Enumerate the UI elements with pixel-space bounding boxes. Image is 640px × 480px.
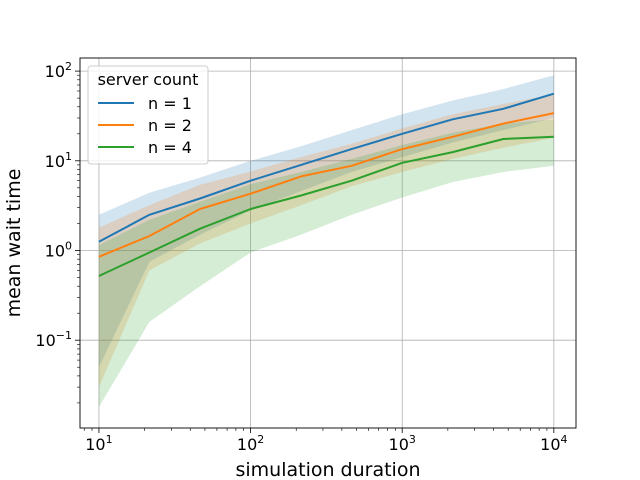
series-line-1 <box>98 92 555 243</box>
series-band-2 <box>98 94 554 388</box>
plot-frame <box>79 57 577 429</box>
legend-label-1: n = 1 <box>148 94 192 113</box>
legend: server count n = 1 n = 2 n = 4 <box>87 65 209 165</box>
axis-ticks: 101 102 103 104 10−1 100 101 102 <box>35 60 567 454</box>
series-line-3 <box>98 135 554 277</box>
y-tick-label: 101 <box>45 150 72 171</box>
series-lines <box>98 92 555 277</box>
y-tick-label: 102 <box>45 60 72 81</box>
y-tick-label: 10−1 <box>35 329 72 350</box>
x-tick-label: 102 <box>237 433 264 454</box>
series-band-1 <box>98 75 554 368</box>
legend-label-2: n = 2 <box>148 116 192 135</box>
legend-entries: n = 1 n = 2 n = 4 <box>98 94 192 157</box>
x-tick-label: 101 <box>85 433 112 454</box>
x-axis-label: simulation duration <box>235 459 420 480</box>
legend-title: server count <box>98 70 199 89</box>
y-axis-label: mean wait time <box>3 169 25 318</box>
legend-box <box>87 65 209 165</box>
legend-label-3: n = 4 <box>148 138 192 157</box>
y-tick-label: 100 <box>45 240 72 261</box>
confidence-bands <box>98 75 554 408</box>
series-band-3 <box>98 119 554 408</box>
x-tick-label: 103 <box>389 433 416 454</box>
x-tick-label: 104 <box>540 433 567 454</box>
series-line-2 <box>98 112 555 258</box>
